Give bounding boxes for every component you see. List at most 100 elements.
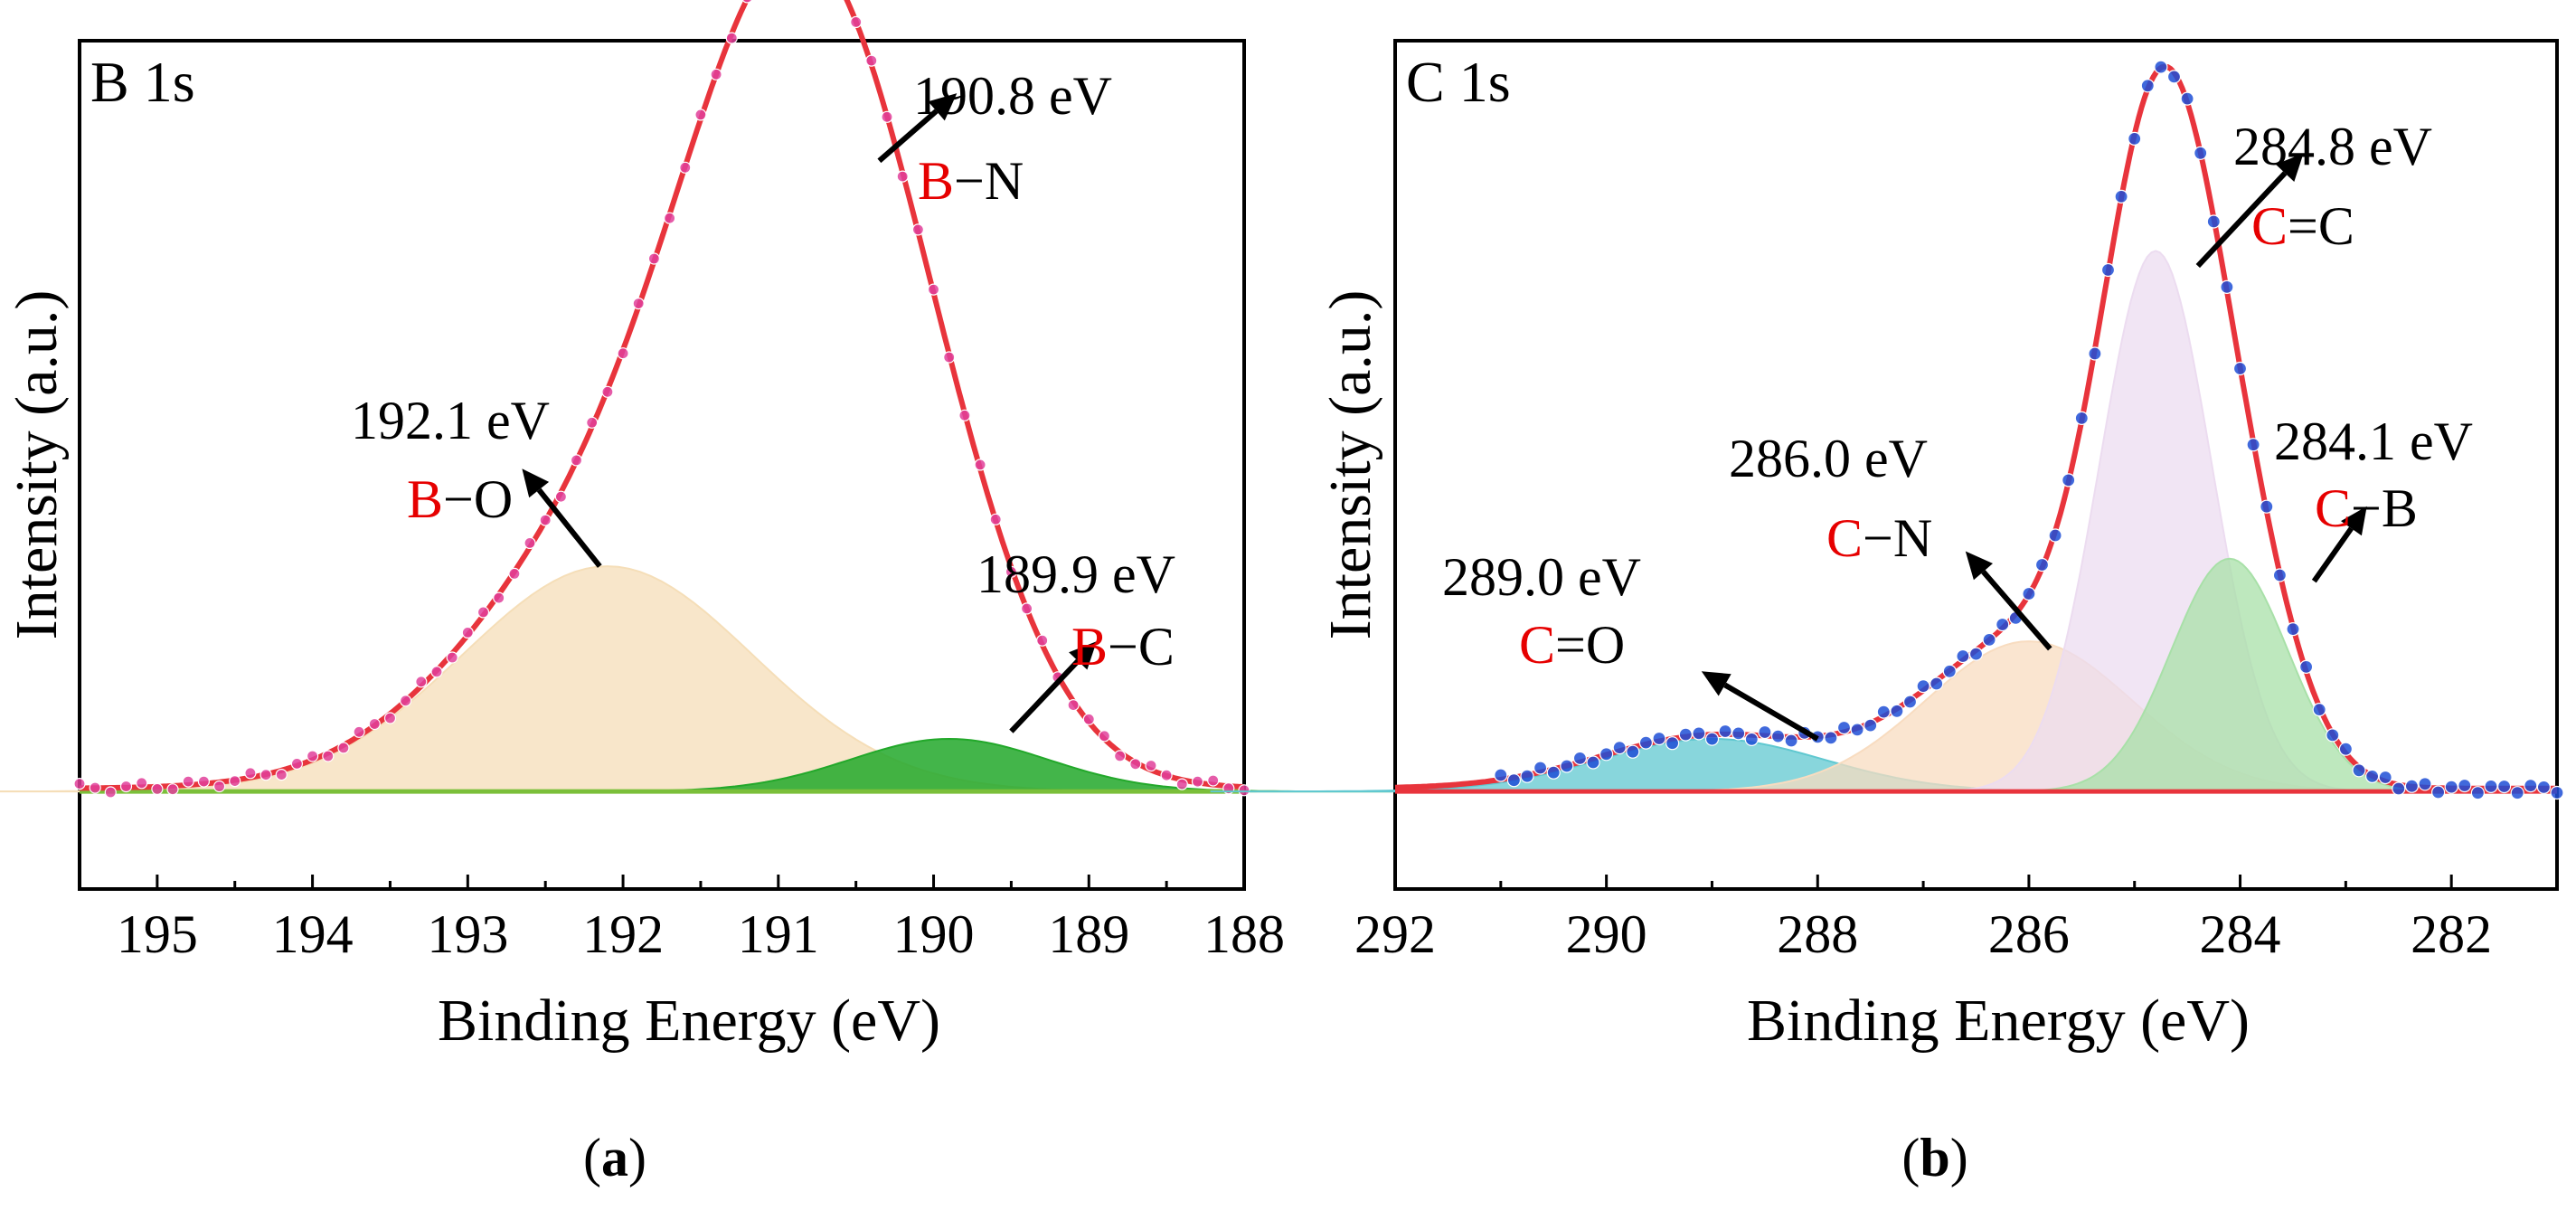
data-point — [1113, 750, 1127, 762]
data-point — [2246, 438, 2260, 452]
data-point — [539, 514, 552, 526]
data-point — [2312, 702, 2326, 717]
arrow-head — [522, 468, 550, 498]
x-tick-label: 288 — [1777, 904, 1858, 964]
arrow-layer — [1701, 153, 2367, 742]
data-point — [2062, 473, 2076, 487]
data-point — [1599, 747, 1614, 762]
data-point — [1067, 698, 1080, 712]
data-point — [2338, 742, 2353, 756]
data-point — [2034, 557, 2050, 572]
caption-close: ) — [628, 1128, 646, 1187]
data-point — [974, 459, 986, 471]
data-point — [415, 676, 428, 688]
data-point — [337, 742, 350, 754]
caption-close: ) — [1950, 1128, 1968, 1187]
data-point — [896, 170, 909, 183]
data-point — [2470, 786, 2485, 800]
bond-partner: −O — [443, 469, 513, 529]
arrow-shaft — [2311, 526, 2354, 583]
arrow-head — [928, 93, 958, 121]
data-point — [89, 781, 101, 794]
data-point — [1678, 727, 1693, 742]
data-point — [2444, 780, 2458, 794]
data-point — [322, 750, 335, 762]
data-point — [2299, 659, 2314, 675]
data-point — [943, 351, 956, 364]
x-axis: 292 290 288 286 284 282 — [1354, 875, 2559, 964]
data-point — [104, 786, 117, 799]
peak-bond-label: B−N — [918, 151, 1024, 211]
data-point — [368, 717, 381, 731]
data-point — [508, 567, 521, 581]
data-point — [2404, 779, 2419, 793]
data-point — [151, 782, 164, 796]
data-point — [1916, 678, 1930, 694]
data-point — [2286, 621, 2300, 637]
experimental-layer — [1494, 60, 2564, 800]
data-point — [1652, 731, 1666, 746]
caption-open: ( — [583, 1128, 601, 1187]
data-point — [1890, 704, 1904, 718]
x-tick-label: 190 — [893, 904, 975, 964]
bond-partner: −N — [954, 151, 1024, 211]
data-point — [2550, 785, 2564, 800]
arrow-shaft — [536, 487, 602, 568]
bond-partner: =C — [2288, 196, 2354, 256]
arrow-shaft — [877, 109, 939, 164]
data-point — [2536, 780, 2551, 795]
data-point — [554, 490, 568, 503]
data-point — [741, 0, 753, 4]
data-point — [1996, 617, 2010, 632]
data-point — [1824, 731, 1838, 745]
data-point — [1982, 632, 1996, 648]
data-point — [182, 775, 194, 788]
x-tick-label: 193 — [427, 904, 508, 964]
data-point — [2418, 777, 2432, 791]
data-point — [1930, 676, 1944, 691]
peak-energy-label: 284.8 eV — [2233, 117, 2432, 176]
data-point — [694, 109, 707, 121]
bond-element: C — [2315, 478, 2351, 538]
data-point — [1744, 732, 1759, 747]
data-point — [2260, 499, 2274, 514]
x-tick-label: 191 — [738, 904, 819, 964]
panel-caption: (a) — [583, 1128, 646, 1187]
x-tick-label: 192 — [582, 904, 664, 964]
bond-element: B — [407, 469, 443, 529]
bond-partner: −C — [1108, 617, 1175, 676]
data-point — [2272, 568, 2287, 582]
bond-element: C — [2251, 196, 2288, 256]
data-point — [477, 606, 490, 619]
data-point — [1520, 769, 1534, 783]
data-point — [927, 283, 940, 296]
data-point — [617, 347, 629, 360]
data-point — [1626, 744, 1640, 759]
data-point — [911, 223, 925, 236]
data-point — [400, 695, 412, 707]
peak-energy-label: 284.1 eV — [2274, 412, 2473, 471]
data-point — [461, 626, 474, 639]
data-point — [1533, 761, 1548, 775]
x-tick-label: 292 — [1354, 904, 1436, 964]
data-point — [446, 651, 458, 664]
data-point — [601, 385, 614, 398]
data-point — [1638, 735, 1654, 750]
data-point — [259, 769, 272, 781]
arrow-shaft — [1723, 682, 1819, 742]
y-axis-title: Intensity (a.u.) — [1317, 290, 1383, 640]
data-point — [2510, 786, 2524, 800]
x-axis-title: Binding Energy (eV) — [438, 988, 940, 1054]
data-point — [2206, 214, 2221, 229]
data-point — [2140, 79, 2155, 93]
arrow-head — [2341, 506, 2367, 536]
fit-envelope-line — [80, 0, 1245, 791]
data-point — [213, 780, 226, 793]
data-point — [2022, 586, 2036, 601]
data-point — [2326, 728, 2340, 743]
corner-label: B 1s — [90, 50, 195, 114]
data-point — [430, 666, 443, 678]
data-point — [2154, 60, 2168, 74]
data-point — [2088, 346, 2102, 361]
data-point — [244, 767, 257, 780]
